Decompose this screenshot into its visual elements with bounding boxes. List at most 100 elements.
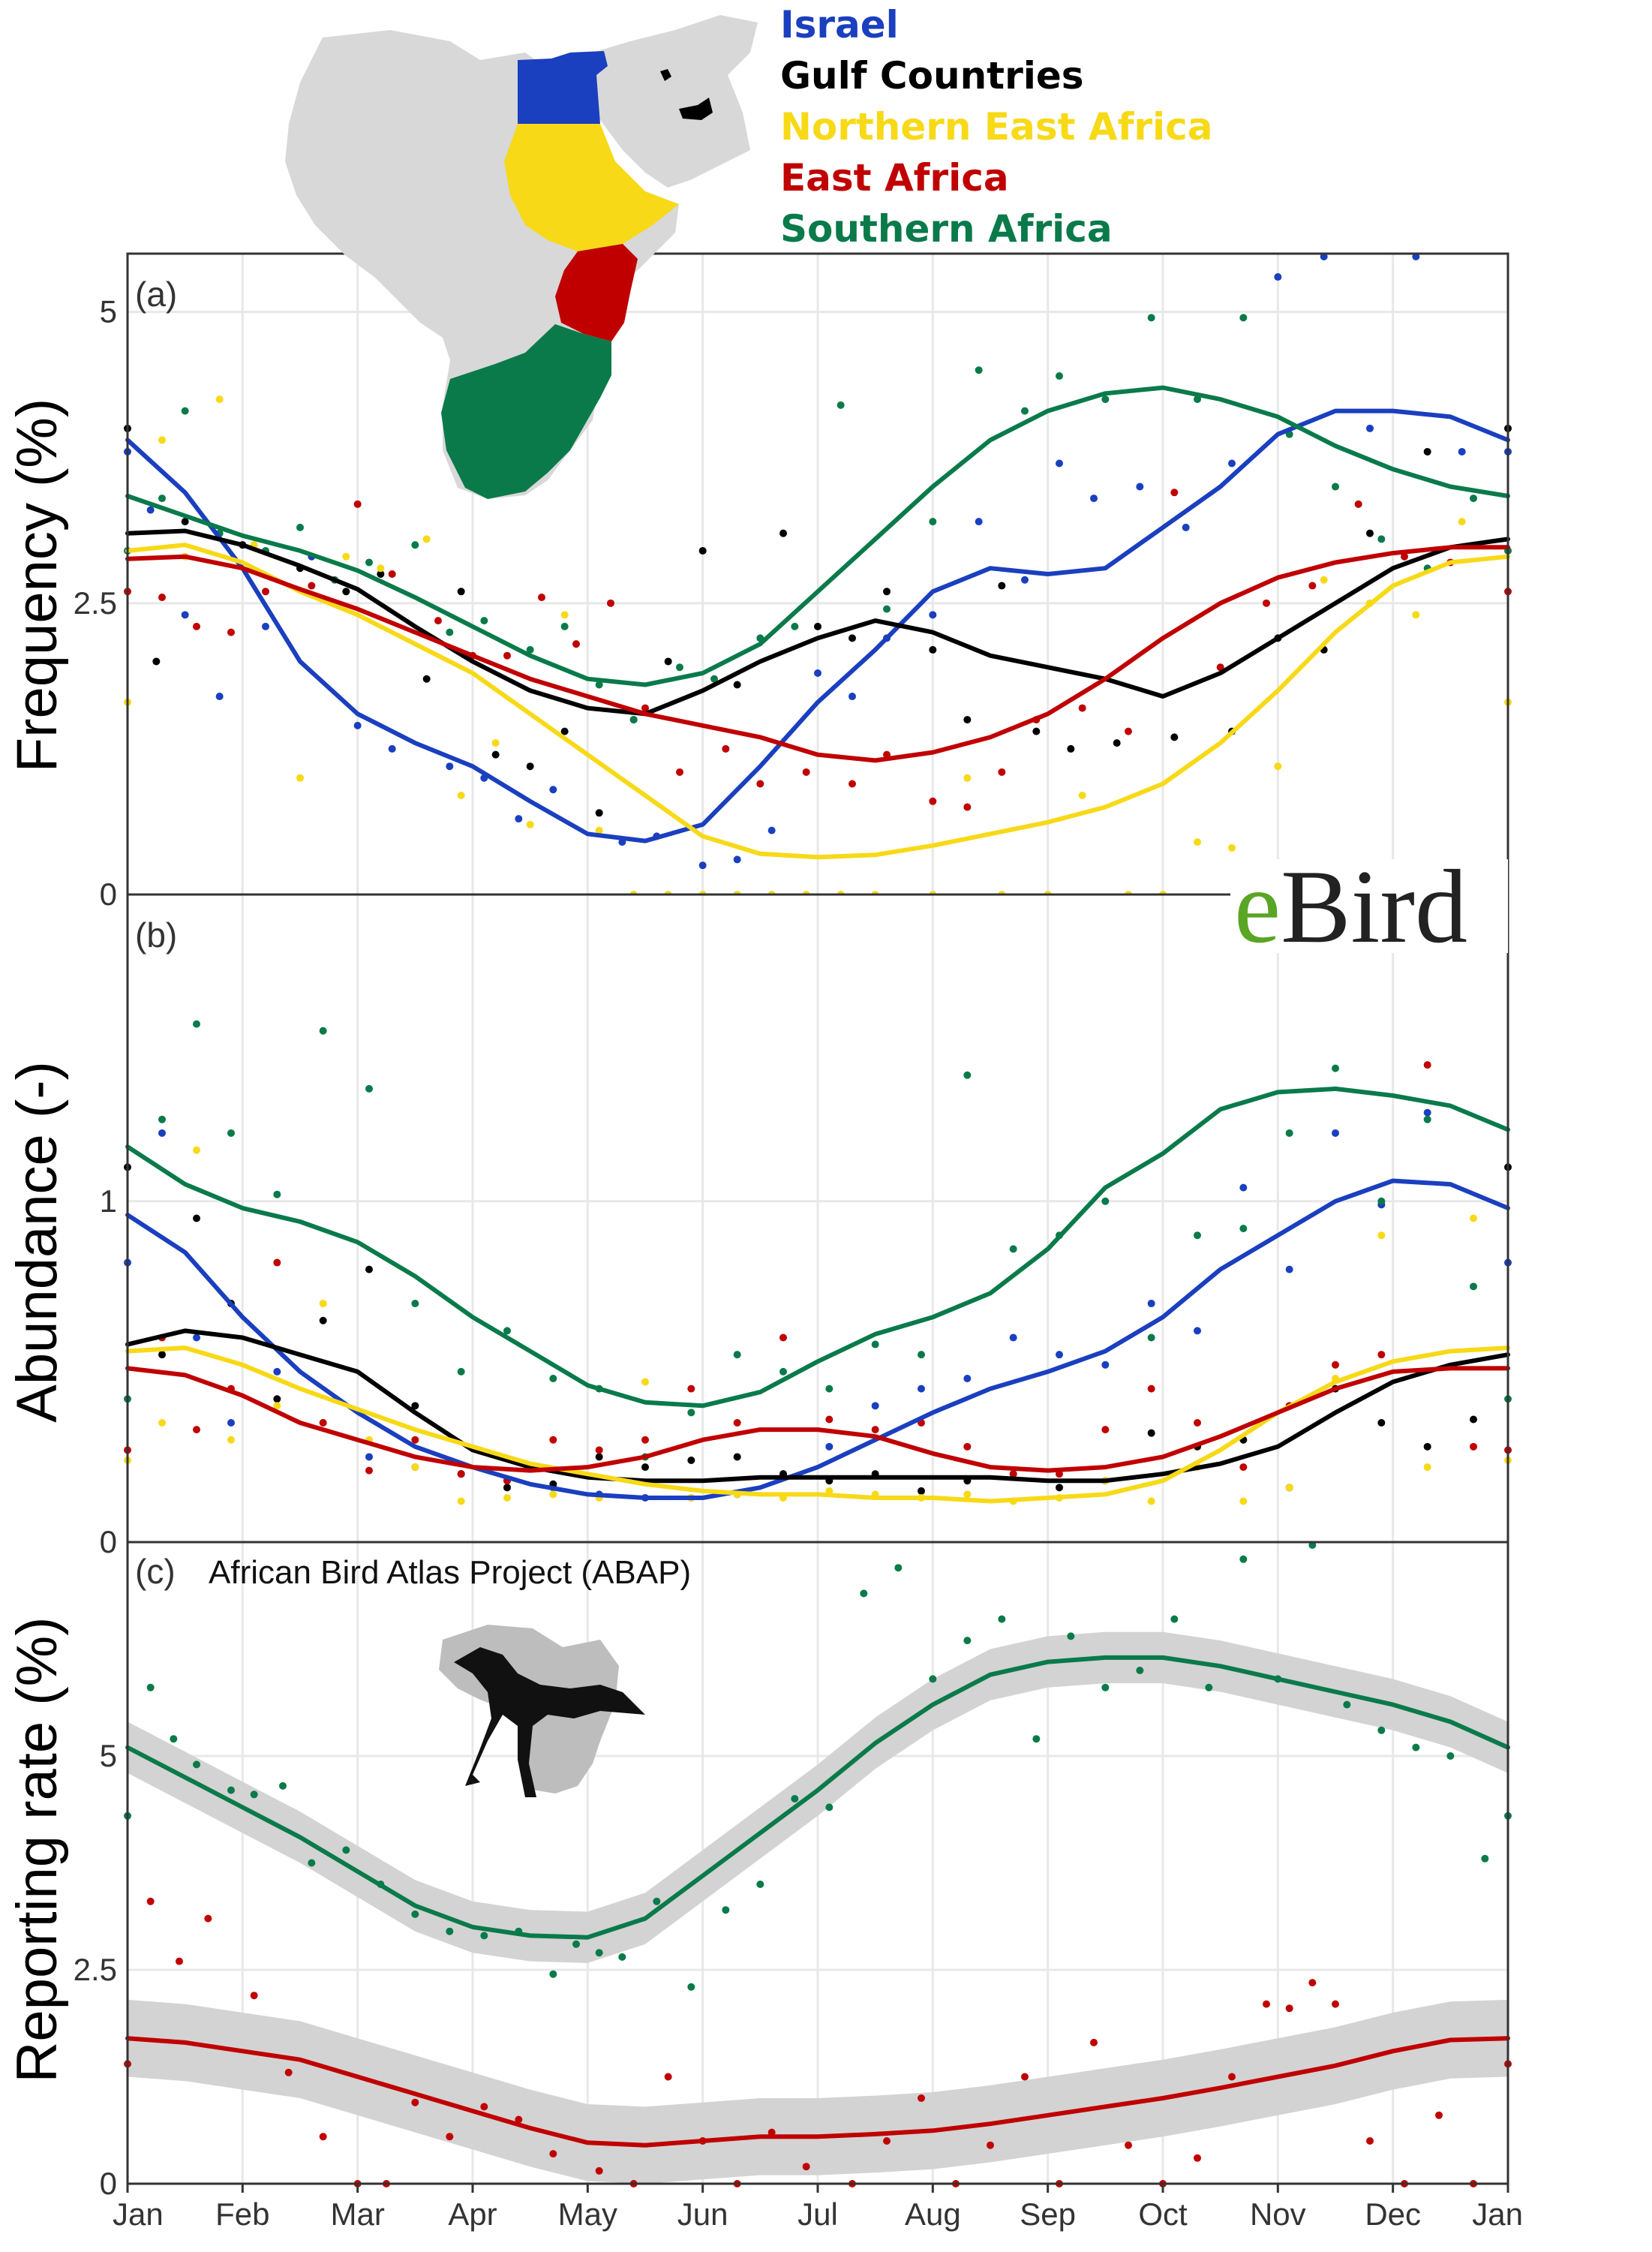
data-point-gulf	[814, 622, 821, 630]
data-point-gulf	[365, 1265, 373, 1273]
data-point-ea	[308, 582, 316, 590]
data-point-ea	[388, 570, 396, 578]
y-tick-label: 0	[100, 1524, 117, 1559]
panel-a-tag: (a)	[135, 275, 177, 314]
data-point-sa	[687, 1983, 695, 1991]
data-point-nea	[1274, 762, 1282, 771]
data-point-israel	[1285, 1265, 1293, 1273]
data-point-ea	[204, 1914, 212, 1923]
map-region-southern-africa	[441, 324, 611, 499]
data-point-sa	[1032, 1735, 1041, 1743]
data-point-sa	[687, 1409, 695, 1417]
data-point-nea	[1194, 838, 1201, 846]
data-point-sa	[181, 407, 189, 415]
data-point-sa	[146, 1683, 155, 1691]
data-point-sa	[158, 1115, 166, 1123]
data-point-gulf	[641, 1463, 649, 1472]
data-point-sa	[1481, 1854, 1489, 1863]
x-tick-label: Aug	[905, 2196, 961, 2232]
data-point-sa	[308, 1859, 316, 1867]
data-point-nea	[1377, 1231, 1386, 1240]
data-point-israel	[814, 669, 821, 677]
data-point-israel	[446, 762, 454, 771]
data-point-sa	[365, 558, 373, 567]
data-point-ea	[1147, 1385, 1155, 1393]
data-point-sa	[929, 1675, 937, 1683]
data-point-gulf	[457, 588, 465, 596]
data-point-israel	[1056, 1351, 1063, 1359]
data-point-nea	[526, 820, 534, 828]
data-point-sa	[365, 1084, 373, 1093]
data-point-gulf	[491, 750, 500, 759]
data-point-israel	[1332, 1129, 1339, 1137]
data-point-sa	[411, 1300, 419, 1308]
data-point-israel	[215, 693, 224, 701]
data-point-ea	[1263, 599, 1270, 607]
data-point-ea	[1239, 1463, 1248, 1472]
data-point-sa	[1170, 1615, 1179, 1623]
panel-c-ylabel: Reporting rate (%)	[5, 1617, 69, 2083]
data-point-israel	[515, 815, 523, 823]
data-point-nea	[963, 1490, 972, 1499]
data-point-ea	[1470, 1442, 1477, 1451]
data-point-ea	[1090, 2038, 1098, 2046]
y-tick-label: 5	[100, 1738, 117, 1773]
data-point-gulf	[526, 762, 534, 771]
data-point-ea	[1194, 2154, 1201, 2162]
data-point-ea	[480, 2103, 488, 2111]
data-point-gulf	[687, 1456, 695, 1464]
smoothed-line-sa	[125, 1086, 1510, 1409]
data-point-ea	[176, 1957, 183, 1965]
data-point-israel	[1228, 459, 1236, 468]
data-point-gulf	[883, 588, 891, 596]
data-point-sa	[560, 622, 569, 630]
data-point-ea	[1078, 704, 1086, 712]
x-tick-label: Apr	[448, 2196, 497, 2232]
data-point-sa	[629, 716, 638, 724]
data-point-nea	[1423, 1463, 1431, 1472]
data-point-ea	[1285, 2004, 1293, 2013]
data-point-nea	[273, 1402, 281, 1410]
x-tick-label: Oct	[1138, 2196, 1188, 2232]
data-point-ea	[963, 803, 972, 811]
x-tick-label: Jan	[113, 2196, 164, 2232]
map-region-israel	[518, 51, 608, 124]
smoothed-line-nea	[125, 543, 1510, 860]
data-point-israel	[181, 611, 189, 619]
data-point-sa	[411, 541, 419, 549]
data-point-israel	[825, 1442, 834, 1451]
data-point-israel	[1458, 447, 1466, 456]
secretary-bird-silhouette-icon	[454, 1647, 645, 1797]
data-point-sa	[975, 366, 983, 374]
data-point-sa	[825, 1803, 834, 1812]
data-point-israel	[733, 855, 741, 864]
data-point-sa	[250, 1790, 258, 1799]
data-point-nea	[457, 1497, 465, 1505]
data-point-israel	[849, 693, 856, 701]
data-point-gulf	[273, 1395, 281, 1403]
region-map-inset	[285, 15, 758, 499]
map-region-gulf-countries	[660, 69, 713, 120]
panel-a-frequency: 02.55	[74, 252, 1512, 912]
data-point-israel	[365, 1453, 373, 1461]
smoothed-line-sa	[125, 385, 1510, 687]
data-point-israel	[262, 622, 269, 630]
data-point-gulf	[1032, 727, 1041, 735]
data-point-sa	[1332, 483, 1339, 491]
data-point-gulf	[733, 1453, 741, 1461]
data-point-ea	[227, 628, 235, 636]
data-point-gulf	[193, 1214, 200, 1222]
data-point-gulf	[158, 1351, 166, 1359]
data-point-ea	[1125, 2141, 1132, 2149]
data-point-israel	[388, 744, 396, 753]
data-point-israel	[975, 518, 983, 526]
data-point-gulf	[918, 1487, 925, 1495]
data-point-gulf	[733, 681, 741, 689]
data-point-nea	[503, 1493, 511, 1502]
data-point-sa	[1021, 407, 1029, 415]
data-point-sa	[1423, 1115, 1431, 1123]
smoothed-line-gulf	[125, 1328, 1510, 1484]
data-point-ea	[446, 2133, 454, 2141]
data-point-ea	[193, 622, 200, 630]
confidence-band-sa	[128, 1631, 1508, 1963]
